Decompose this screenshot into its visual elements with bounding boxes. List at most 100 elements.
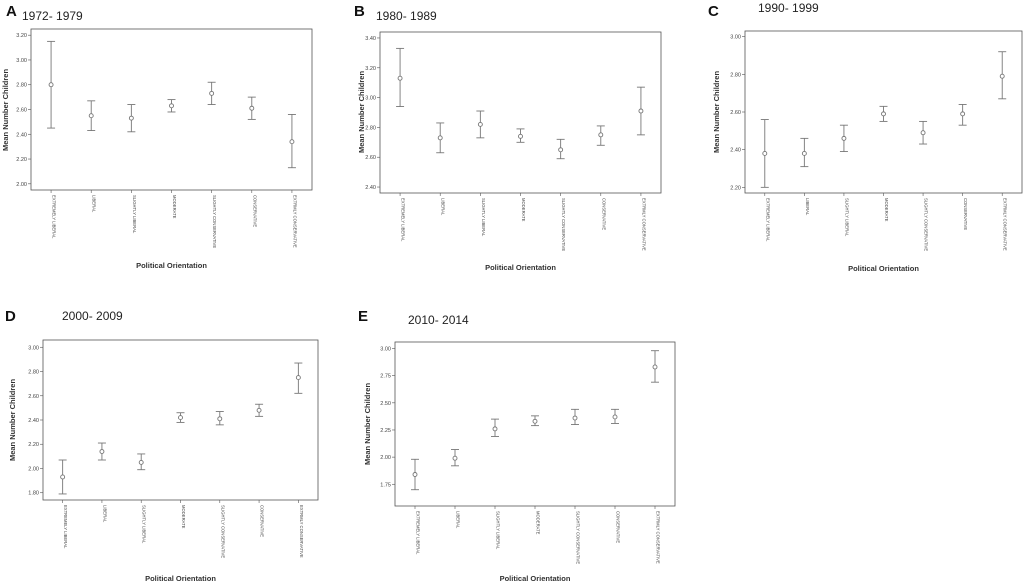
data-point — [881, 111, 886, 117]
x-tick-label: LIBERAL — [441, 198, 446, 216]
chart-panel-d: D 2000- 2009 1.80 2.00 2.20 2.40 2.60 2.80 3.00 E… — [5, 308, 319, 583]
y-tick-label: 1.80 — [28, 491, 39, 497]
data-point — [477, 121, 483, 127]
x-axis-label: Political Orientation — [848, 264, 919, 273]
data-point — [99, 449, 105, 454]
y-tick-label: 2.50 — [380, 401, 391, 407]
y-tick-label: 2.00 — [380, 455, 391, 461]
data-point — [999, 73, 1005, 79]
x-tick-label: LIBERAL — [102, 505, 107, 523]
data-point — [518, 133, 523, 139]
x-tick-label: MODERATE — [172, 195, 177, 219]
x-tick-label: EXTREMELY LIBERAL — [416, 511, 421, 555]
chart-panel-e: E 2010- 2014 1.75 2.00 2.25 2.50 2.75 3.00 EXTRE… — [358, 308, 676, 583]
y-tick-label: 2.25 — [380, 428, 391, 434]
data-point — [256, 407, 262, 413]
y-tick-label: 2.40 — [16, 132, 27, 138]
y-tick-label: 1.75 — [380, 482, 391, 488]
y-tick-label: 2.80 — [730, 72, 741, 78]
panel-letter: D — [5, 308, 16, 325]
data-point — [128, 115, 134, 121]
data-point — [452, 455, 458, 461]
x-tick-label: MODERATE — [181, 505, 186, 529]
x-tick-label: LIBERAL — [92, 195, 97, 213]
x-tick-label: SLIGHTLY LIBERAL — [496, 511, 501, 550]
data-point — [295, 375, 301, 381]
x-tick-label: EXTREMELY LIBERAL — [52, 195, 57, 239]
x-tick-label: SLIGHTLY CONSERVATIVE — [212, 195, 217, 248]
x-tick-label: SLIGHTLY LIBERAL — [132, 195, 137, 234]
data-point — [801, 150, 807, 156]
y-tick-label: 2.60 — [16, 108, 27, 114]
x-tick-label: SLIGHTLY CONSERVATIVE — [576, 511, 581, 564]
x-tick-label: CONSERVATIVE — [616, 511, 621, 543]
chart-panel-c: C 1990- 1999 2.20 2.40 2.60 2.80 3.00 EXTREMELY… — [708, 1, 1023, 273]
x-tick-label: MODERATE — [536, 511, 541, 535]
y-tick-label: 2.60 — [730, 110, 741, 116]
panel-letter: C — [708, 3, 719, 20]
x-tick-label: EXTRMLY CONSERVATIVE — [1003, 198, 1008, 251]
x-tick-label: EXTREMELY LIBERAL — [63, 505, 68, 549]
data-point — [762, 150, 768, 156]
y-tick-label: 2.20 — [730, 185, 741, 191]
y-tick-label: 3.20 — [365, 66, 376, 72]
x-tick-label: SLIGHTLY CONSERVATIVE — [561, 198, 566, 251]
data-point — [60, 474, 66, 480]
data-point — [558, 147, 564, 153]
panel-letter: E — [358, 308, 368, 325]
y-tick-label: 2.20 — [16, 157, 27, 163]
y-axis-label: Mean Number Children — [1, 69, 10, 152]
x-tick-label: EXTREMELY LIBERAL — [765, 198, 770, 242]
panel-letter: A — [6, 3, 17, 20]
data-point — [841, 135, 847, 141]
x-tick-label: EXTRMLY CONSERVATIVE — [641, 198, 646, 251]
y-axis-label: Mean Number Children — [357, 71, 366, 154]
data-point — [638, 108, 644, 114]
x-tick-label: EXTRMLY CONSERVATIVE — [292, 195, 297, 248]
data-point — [169, 103, 174, 109]
data-point — [397, 75, 403, 81]
y-tick-label: 2.60 — [365, 155, 376, 161]
x-tick-label: SLIGHTLY CONSERVATIVE — [220, 505, 225, 558]
y-tick-label: 2.60 — [28, 394, 39, 400]
y-axis-label: Mean Number Children — [363, 383, 372, 466]
y-tick-label: 2.80 — [16, 83, 27, 89]
data-point — [492, 426, 498, 432]
x-tick-label: EXTRMLY CONSERVATIVE — [299, 505, 304, 558]
plot-frame — [379, 31, 662, 194]
x-tick-label: SLIGHTLY LIBERAL — [142, 505, 147, 544]
data-point — [960, 111, 966, 117]
y-tick-label: 3.00 — [16, 58, 27, 64]
y-tick-label: 3.20 — [16, 33, 27, 39]
chart-panel-b: B 1980- 1989 2.40 2.60 2.80 3.00 3.20 3.40 EXTRE… — [354, 3, 662, 272]
x-tick-label: CONSERVATIVE — [601, 198, 606, 230]
data-point — [178, 415, 183, 421]
data-point — [437, 135, 443, 141]
y-tick-label: 2.80 — [365, 125, 376, 131]
data-point — [652, 364, 658, 370]
data-point — [48, 82, 54, 88]
chart-panel-a: A 1972- 1979 2.00 2.20 2.40 2.60 2.80 3.00 3.20 E… — [1, 3, 313, 270]
x-axis-label: Political Orientation — [500, 574, 571, 583]
x-tick-label: EXTRMLY CONSERVATIVE — [656, 511, 661, 564]
data-point — [612, 414, 618, 420]
x-tick-label: SLIGHTLY CONSERVATIVE — [924, 198, 929, 251]
x-axis-label: Political Orientation — [145, 574, 216, 583]
y-tick-label: 2.20 — [28, 442, 39, 448]
x-tick-label: SLIGHTLY LIBERAL — [481, 198, 486, 237]
chart-title: 2000- 2009 — [62, 309, 123, 323]
y-axis-label: Mean Number Children — [8, 379, 17, 462]
data-point — [209, 90, 215, 96]
data-point — [88, 113, 94, 119]
panel-letter: B — [354, 3, 365, 20]
y-tick-label: 2.00 — [16, 182, 27, 188]
x-tick-label: CONSERVATIVE — [260, 505, 265, 537]
y-tick-label: 2.40 — [365, 185, 376, 191]
x-tick-label: MODERATE — [884, 198, 889, 222]
chart-title: 1980- 1989 — [376, 9, 437, 23]
chart-title: 2010- 2014 — [408, 313, 469, 327]
y-tick-label: 2.00 — [28, 466, 39, 472]
data-point — [412, 472, 418, 477]
data-point — [249, 105, 255, 111]
y-tick-label: 3.00 — [730, 35, 741, 41]
